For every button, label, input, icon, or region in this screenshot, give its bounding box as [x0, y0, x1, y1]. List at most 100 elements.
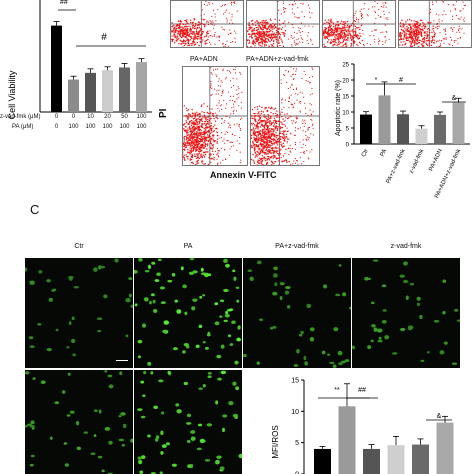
event-dot — [286, 161, 288, 163]
event-dot — [185, 154, 187, 156]
event-dot — [197, 38, 199, 40]
cell-dot — [108, 440, 113, 445]
event-dot — [281, 123, 284, 126]
event-dot — [234, 37, 236, 39]
cell-dot — [161, 444, 167, 449]
event-dot — [294, 162, 297, 164]
event-dot — [426, 28, 429, 30]
event-dot — [257, 133, 259, 136]
event-dot — [339, 30, 341, 32]
event-dot — [310, 40, 312, 42]
cell-dot — [304, 361, 308, 366]
viability-bar — [119, 67, 130, 112]
event-dot — [400, 41, 402, 43]
event-dot — [192, 39, 195, 41]
cell-dot — [344, 359, 350, 362]
cell-dot — [90, 452, 96, 455]
event-dot — [302, 130, 304, 132]
event-dot — [225, 131, 227, 133]
cell-dot — [222, 427, 225, 433]
event-dot — [417, 30, 420, 33]
cell-dot — [223, 258, 228, 264]
event-dot — [258, 118, 261, 121]
event-dot — [210, 128, 213, 130]
event-dot — [283, 123, 285, 126]
event-dot — [266, 163, 268, 165]
event-dot — [288, 21, 290, 24]
event-dot — [341, 37, 344, 40]
event-dot — [210, 148, 212, 150]
event-dot — [187, 44, 189, 47]
flow-plot-pa-adn-zvad — [242, 66, 320, 170]
cell-dot — [416, 296, 421, 301]
event-dot — [249, 27, 252, 29]
event-dot — [410, 31, 413, 33]
pa-value: 100 — [119, 124, 130, 130]
event-dot — [205, 139, 208, 141]
event-dot — [203, 163, 205, 165]
event-dot — [409, 31, 411, 33]
event-dot — [188, 144, 190, 147]
pa-row-label: PA (μM) — [12, 124, 34, 130]
cell-dot — [233, 276, 237, 281]
event-dot — [191, 22, 193, 24]
event-dot — [347, 34, 349, 37]
event-dot — [263, 124, 266, 127]
event-dot — [350, 45, 352, 47]
event-dot — [194, 129, 196, 132]
event-dot — [344, 28, 346, 30]
event-dot — [255, 114, 257, 117]
event-dot — [270, 27, 272, 29]
event-dot — [256, 106, 259, 108]
event-dot — [336, 27, 339, 30]
event-dot — [260, 135, 262, 138]
cell-dot — [220, 370, 227, 375]
event-dot — [173, 33, 176, 35]
event-dot — [182, 40, 185, 43]
event-dot — [356, 27, 358, 29]
event-dot — [187, 23, 189, 25]
event-dot — [458, 28, 460, 30]
event-dot — [279, 130, 281, 133]
cell-dot — [159, 471, 163, 474]
event-dot — [213, 88, 216, 90]
event-dot — [267, 130, 269, 132]
event-dot — [261, 134, 263, 137]
ros-image-pa-adn — [25, 370, 133, 474]
event-dot — [210, 140, 212, 142]
event-dot — [279, 111, 281, 113]
event-dot — [433, 42, 435, 44]
event-dot — [404, 32, 406, 34]
event-dot — [197, 128, 200, 130]
event-dot — [207, 126, 210, 128]
event-dot — [309, 81, 311, 83]
cell-dot — [64, 463, 69, 467]
event-dot — [208, 134, 210, 137]
cell-dot — [25, 371, 30, 375]
event-dot — [276, 41, 278, 43]
cell-dot — [237, 325, 241, 330]
event-dot — [180, 21, 183, 23]
event-dot — [214, 140, 216, 142]
event-dot — [255, 120, 257, 123]
event-dot — [404, 37, 407, 39]
event-dot — [256, 125, 258, 127]
event-dot — [186, 29, 189, 32]
event-dot — [300, 163, 303, 165]
event-dot — [274, 126, 276, 128]
event-dot — [258, 105, 261, 107]
event-dot — [452, 30, 454, 32]
event-dot — [312, 134, 314, 136]
cell-dot — [137, 339, 143, 344]
event-dot — [356, 35, 358, 37]
event-dot — [197, 153, 199, 155]
event-dot — [310, 113, 312, 115]
event-dot — [189, 131, 191, 133]
event-dot — [260, 137, 262, 140]
event-dot — [205, 35, 207, 38]
event-dot — [232, 68, 235, 70]
zvad-value: 0 — [71, 114, 76, 120]
event-dot — [347, 32, 349, 34]
apoptosis-y-tick-label: 15 — [342, 95, 349, 101]
event-dot — [345, 39, 348, 41]
